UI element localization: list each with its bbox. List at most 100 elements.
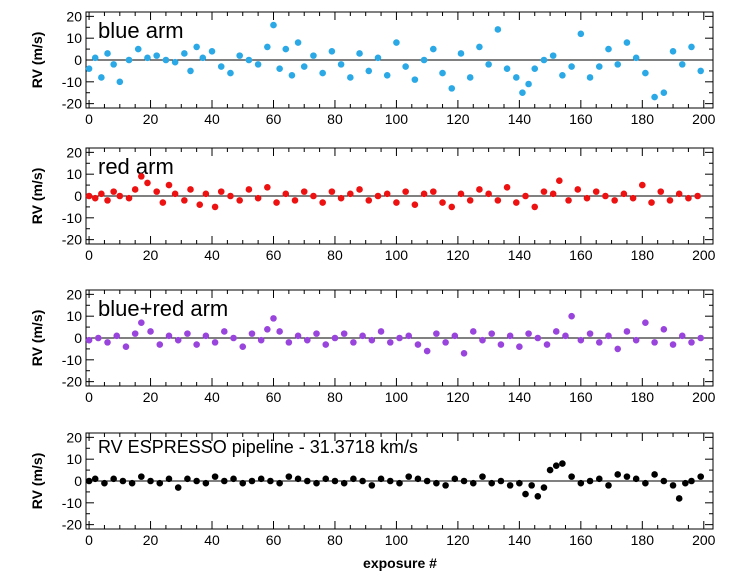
data-point — [211, 203, 219, 211]
data-point — [257, 475, 265, 483]
data-point — [623, 328, 631, 335]
data-point — [359, 332, 366, 340]
panel-title: blue arm — [98, 18, 184, 43]
x-tick-label: 60 — [266, 532, 282, 548]
data-point — [193, 43, 200, 51]
data-point — [605, 45, 612, 53]
data-point — [159, 199, 167, 206]
data-point — [485, 190, 492, 198]
y-tick-label: 0 — [74, 188, 82, 204]
data-point — [322, 475, 330, 483]
x-tick-label: 60 — [266, 389, 282, 405]
data-point — [485, 61, 492, 68]
data-point — [254, 61, 262, 68]
data-point — [457, 190, 465, 198]
data-point — [138, 473, 145, 480]
data-point — [116, 192, 124, 200]
data-point — [236, 52, 243, 59]
x-tick-label: 40 — [204, 532, 220, 548]
data-point — [629, 194, 637, 202]
x-tick-label: 20 — [143, 389, 159, 405]
data-point — [577, 479, 585, 487]
x-tick-label: 100 — [385, 389, 409, 405]
data-point — [288, 71, 296, 79]
panel-title: blue+red arm — [98, 296, 228, 321]
x-tick-label: 160 — [569, 389, 593, 405]
x-tick-label: 140 — [508, 247, 532, 263]
data-point — [414, 341, 422, 348]
data-point — [697, 67, 705, 75]
data-point — [319, 199, 326, 206]
data-point — [171, 190, 179, 198]
data-point — [632, 336, 640, 344]
data-point — [642, 479, 649, 487]
data-point — [156, 479, 164, 487]
data-point — [506, 482, 514, 489]
data-point — [577, 30, 585, 38]
data-point — [648, 199, 655, 206]
data-point — [669, 47, 677, 55]
x-tick-label: 40 — [204, 389, 220, 405]
y-axis-label: RV (m/s) — [29, 310, 45, 367]
data-point — [682, 479, 689, 487]
data-point — [411, 201, 419, 209]
data-point — [319, 69, 326, 77]
data-point — [402, 188, 409, 195]
data-point — [144, 179, 151, 187]
data-point — [386, 477, 394, 485]
data-point — [270, 315, 277, 322]
data-point — [568, 312, 575, 320]
data-point — [328, 47, 336, 55]
data-point — [211, 473, 219, 480]
data-point — [577, 336, 585, 344]
data-point — [632, 475, 640, 483]
y-tick-label: 20 — [66, 429, 82, 445]
data-point — [396, 479, 403, 487]
data-point — [181, 50, 188, 57]
data-point — [282, 190, 290, 198]
x-tick-label: 0 — [85, 532, 93, 548]
data-point — [211, 339, 219, 346]
data-point — [217, 63, 225, 70]
data-point — [208, 47, 216, 55]
data-point — [153, 52, 160, 59]
x-tick-label: 100 — [385, 247, 409, 263]
y-axis-label: RV (m/s) — [29, 168, 45, 225]
data-points — [85, 173, 701, 211]
x-tick-label: 180 — [631, 389, 655, 405]
data-point — [469, 328, 477, 335]
data-point — [153, 188, 160, 195]
data-point — [282, 45, 290, 53]
x-tick-label: 200 — [692, 532, 716, 548]
data-point — [405, 473, 413, 480]
x-tick-label: 200 — [692, 111, 716, 127]
data-point — [525, 80, 532, 88]
y-tick-label: 20 — [66, 286, 82, 302]
x-tick-label: 20 — [143, 111, 159, 127]
x-tick-label: 120 — [446, 247, 470, 263]
data-point — [347, 190, 354, 198]
x-tick-label: 0 — [85, 389, 93, 405]
data-point — [405, 332, 413, 340]
x-tick-label: 200 — [692, 389, 716, 405]
data-point — [85, 65, 93, 73]
data-point — [383, 190, 391, 198]
x-tick-label: 40 — [204, 111, 220, 127]
y-tick-label: -20 — [62, 374, 82, 390]
x-tick-label: 180 — [631, 111, 655, 127]
y-tick-label: 20 — [66, 8, 82, 24]
data-point — [368, 482, 376, 489]
data-point — [94, 334, 102, 342]
data-point — [497, 477, 505, 485]
data-point — [568, 473, 575, 480]
panel-2: 0 20 40 60 80 100 120 140 160 180 200 -20 -10 0 10 20 RV… — [29, 144, 716, 263]
data-point — [294, 475, 302, 483]
data-point — [632, 54, 640, 62]
panel-title: RV ESPRESSO pipeline - 31.3718 km/s — [98, 437, 418, 457]
data-point — [184, 475, 191, 483]
data-point — [512, 74, 520, 81]
data-point — [202, 479, 210, 487]
data-point — [187, 67, 194, 75]
data-point — [423, 347, 431, 355]
data-points — [85, 460, 705, 502]
